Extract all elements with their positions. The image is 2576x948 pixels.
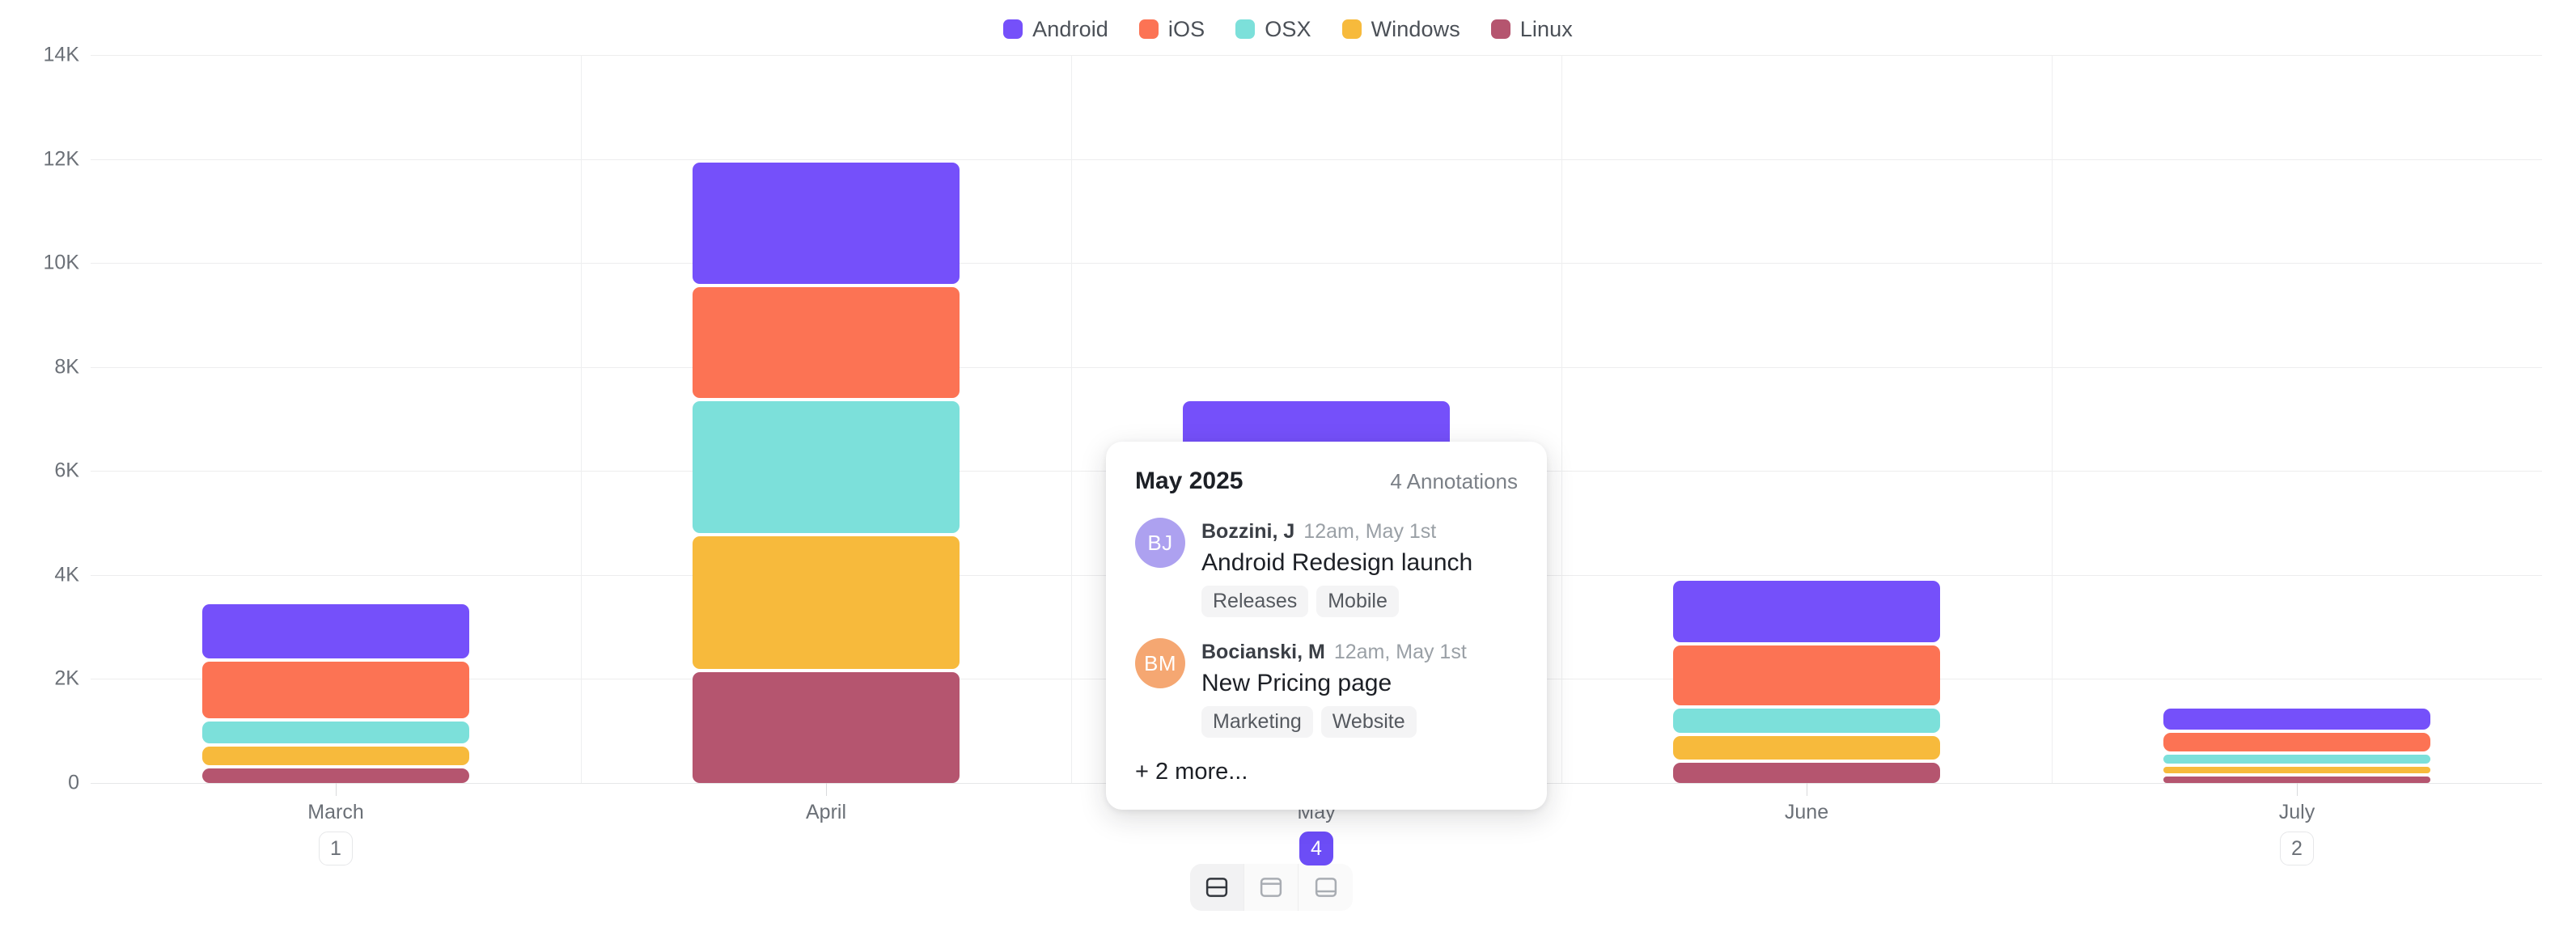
x-axis-tick-label: March (307, 801, 364, 823)
category-separator (581, 55, 582, 783)
annotation-timestamp: 12am, May 1st (1303, 520, 1437, 543)
bar-stack-june[interactable] (1673, 55, 1940, 783)
popover-title: May 2025 (1135, 468, 1244, 494)
annotation-count-badge-july[interactable]: 2 (2280, 832, 2314, 865)
bar-segment-android[interactable] (202, 604, 469, 658)
legend-item-windows[interactable]: Windows (1341, 16, 1460, 42)
legend-item-ios[interactable]: iOS (1138, 16, 1205, 42)
avatar: BM (1135, 638, 1185, 688)
avatar: BJ (1135, 518, 1185, 568)
gridline (91, 159, 2542, 160)
annotation-list: BJ Bozzini, J 12am, May 1st Android Redesig… (1135, 518, 1518, 738)
annotation-meta: Bozzini, J 12am, May 1st (1201, 520, 1518, 544)
popover-annotation-count: 4 Annotations (1390, 469, 1518, 493)
popover-header: May 2025 4 Annotations (1135, 468, 1518, 495)
legend-item-label: iOS (1167, 16, 1205, 41)
x-axis-tick-label: April (805, 801, 847, 823)
annotation-text: Android Redesign launch (1201, 549, 1473, 576)
bar-stack-april[interactable] (693, 55, 960, 783)
legend-item-linux[interactable]: Linux (1490, 16, 1573, 42)
annotation-tag[interactable]: Website (1320, 706, 1417, 738)
bar-segment-windows[interactable] (693, 536, 960, 669)
y-axis-tick-label: 0 (68, 771, 79, 794)
bar-segment-windows[interactable] (202, 746, 469, 766)
bar-segment-osx[interactable] (2163, 755, 2430, 764)
bar-segment-android[interactable] (1673, 581, 1940, 643)
legend-swatch-icon (1341, 19, 1362, 39)
category-separator (1561, 55, 1562, 783)
y-axis-tick-label: 4K (54, 563, 79, 586)
legend-item-label: OSX (1265, 16, 1311, 41)
annotation-tags: Releases Mobile (1201, 586, 1518, 617)
annotation-author: Bocianski, M (1201, 641, 1325, 663)
x-axis-tick-label: July (2278, 801, 2315, 823)
category-separator (1071, 55, 1072, 783)
annotation-item[interactable]: BM Bocianski, M 12am, May 1st New Pricing p… (1135, 638, 1518, 738)
bar-segment-windows[interactable] (1673, 735, 1940, 760)
annotation-tags: Marketing Website (1201, 706, 1518, 738)
y-axis-tick-label: 14K (43, 43, 79, 66)
category-separator (2052, 55, 2053, 783)
gridline (91, 55, 2542, 56)
bar-segment-osx[interactable] (202, 721, 469, 743)
legend-item-label: Linux (1519, 16, 1573, 41)
annotation-count-badge-march[interactable]: 1 (319, 832, 353, 865)
bar-segment-android[interactable] (2163, 708, 2430, 730)
x-axis-tick-mark (2297, 783, 2298, 796)
y-axis-tick-label: 6K (54, 459, 79, 482)
annotation-tag[interactable]: Marketing (1201, 706, 1313, 738)
bar-segment-ios[interactable] (1673, 645, 1940, 705)
bar-segment-linux[interactable] (202, 768, 469, 783)
y-axis-tick-label: 2K (54, 667, 79, 690)
legend-swatch-icon (1490, 19, 1510, 39)
annotation-item[interactable]: BJ Bozzini, J 12am, May 1st Android Redesig… (1135, 518, 1518, 617)
gridline (91, 263, 2542, 265)
annotation-author: Bozzini, J (1201, 520, 1295, 543)
x-axis-tick-label: June (1784, 801, 1829, 823)
legend-swatch-icon (1003, 19, 1023, 39)
x-axis-tick-mark (826, 783, 827, 796)
x-axis-tick-mark (336, 783, 337, 796)
bar-segment-android[interactable] (693, 162, 960, 284)
annotation-meta: Bocianski, M 12am, May 1st (1201, 641, 1518, 664)
annotation-tag[interactable]: Releases (1201, 586, 1309, 617)
bar-segment-osx[interactable] (1673, 708, 1940, 733)
show-more-annotations-link[interactable]: + 2 more... (1135, 759, 1248, 785)
y-axis-tick-label: 8K (54, 355, 79, 379)
annotation-body: Bocianski, M 12am, May 1st New Pricing pag… (1201, 638, 1518, 738)
legend-item-label: Android (1032, 16, 1108, 41)
annotation-body: Bozzini, J 12am, May 1st Android Redesign … (1201, 518, 1518, 617)
bar-segment-osx[interactable] (693, 401, 960, 534)
annotation-count-badge-may[interactable]: 4 (1299, 832, 1333, 865)
bar-segment-ios[interactable] (202, 661, 469, 718)
annotation-popover[interactable]: May 2025 4 Annotations BJ Bozzini, J 12am,… (1106, 442, 1547, 810)
split-bottom-icon[interactable] (1299, 864, 1353, 911)
bar-segment-linux[interactable] (2163, 777, 2430, 783)
y-axis-tick-label: 10K (43, 251, 79, 274)
legend-item-osx[interactable]: OSX (1235, 17, 1311, 42)
annotation-tag[interactable]: Mobile (1316, 586, 1399, 617)
legend-swatch-icon (1138, 19, 1159, 39)
gridline (91, 366, 2542, 368)
chart-legend: Android iOS OSX Windows Linux (0, 0, 2576, 58)
split-even-icon[interactable] (1190, 864, 1244, 911)
annotation-text: New Pricing page (1201, 670, 1392, 696)
legend-swatch-icon (1235, 19, 1256, 39)
annotation-timestamp: 12am, May 1st (1333, 641, 1467, 663)
bar-stack-march[interactable] (202, 55, 469, 783)
bar-stack-july[interactable] (2163, 55, 2430, 783)
legend-item-label: Windows (1371, 16, 1460, 41)
bar-segment-linux[interactable] (1673, 763, 1940, 783)
y-axis-tick-label: 12K (43, 147, 79, 171)
split-top-icon[interactable] (1244, 864, 1299, 911)
bar-segment-linux[interactable] (693, 671, 960, 783)
bar-segment-ios[interactable] (2163, 733, 2430, 752)
legend-item-android[interactable]: Android (1003, 17, 1108, 42)
bar-segment-windows[interactable] (2163, 766, 2430, 774)
layout-toggle-group[interactable] (1190, 864, 1353, 911)
bar-segment-ios[interactable] (693, 286, 960, 399)
